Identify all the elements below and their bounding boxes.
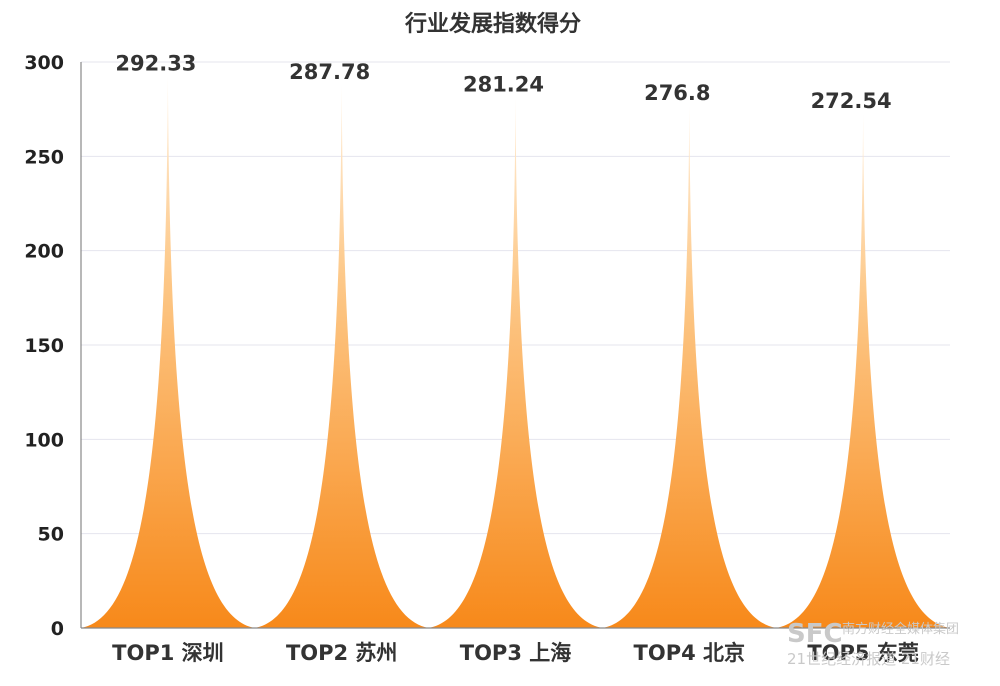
spike-mark bbox=[254, 85, 429, 629]
spike-mark bbox=[776, 113, 950, 629]
data-label: 272.54 bbox=[811, 89, 892, 113]
chart-title: 行业发展指数得分 bbox=[404, 11, 581, 37]
data-label: 287.78 bbox=[289, 60, 370, 84]
y-tick-label: 0 bbox=[51, 618, 64, 640]
x-tick-label: TOP5 东莞 bbox=[807, 641, 919, 665]
y-tick-label: 250 bbox=[24, 146, 64, 168]
spike-mark bbox=[428, 97, 603, 629]
x-tick-label: TOP3 上海 bbox=[460, 641, 572, 665]
x-axis-ticks: TOP1 深圳 TOP2 苏州 TOP3 上海 TOP4 北京 TOP5 东莞 bbox=[112, 641, 919, 665]
y-axis-ticks: 0 50 100 150 200 250 300 bbox=[24, 52, 64, 640]
x-tick-label: TOP4 北京 bbox=[634, 641, 746, 665]
watermark-line2: 21世纪经济报道 21财经 bbox=[787, 650, 950, 668]
spike-mark bbox=[602, 105, 777, 628]
data-labels: 292.33 287.78 281.24 276.8 272.54 bbox=[115, 51, 891, 112]
data-label: 276.8 bbox=[644, 81, 710, 105]
data-label: 292.33 bbox=[115, 51, 196, 75]
x-tick-label: TOP1 深圳 bbox=[112, 641, 224, 665]
x-tick-label: TOP2 苏州 bbox=[286, 641, 398, 665]
y-tick-label: 100 bbox=[24, 429, 64, 451]
spike-mark bbox=[81, 76, 255, 629]
y-tick-label: 150 bbox=[24, 335, 64, 357]
y-tick-label: 50 bbox=[38, 524, 64, 546]
watermark: SFC 南方财经全媒体集团 21世纪经济报道 21财经 bbox=[787, 619, 959, 668]
data-label: 281.24 bbox=[463, 72, 544, 96]
series-spikes bbox=[81, 76, 950, 629]
y-tick-label: 300 bbox=[24, 52, 64, 74]
watermark-line1: 南方财经全媒体集团 bbox=[842, 621, 959, 637]
watermark-logo: SFC bbox=[787, 619, 843, 649]
y-tick-label: 200 bbox=[24, 241, 64, 263]
